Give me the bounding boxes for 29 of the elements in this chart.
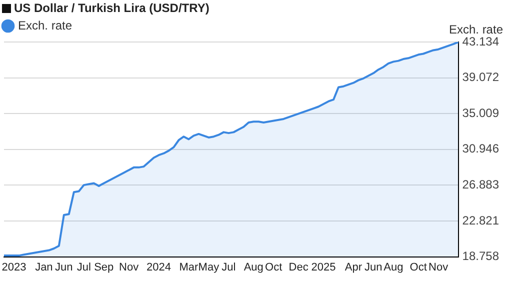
y-tick-label: 39.072 bbox=[462, 70, 500, 84]
y-tick-label: 35.009 bbox=[462, 106, 500, 120]
legend-label: Exch. rate bbox=[18, 18, 72, 32]
x-tick-label: Nov bbox=[119, 261, 140, 274]
x-tick-label: Aug bbox=[384, 261, 404, 274]
x-tick-label: 2023 bbox=[2, 261, 26, 274]
x-tick-label: Apr bbox=[344, 261, 362, 274]
x-tick-label: Nov bbox=[428, 261, 449, 274]
x-tick-label: Oct bbox=[265, 261, 282, 274]
y-tick-label: 26.883 bbox=[462, 178, 500, 192]
x-tick-label: Jul bbox=[76, 261, 91, 274]
x-tick-label: Dec bbox=[288, 261, 309, 274]
x-tick-label: Jun bbox=[364, 261, 382, 274]
x-tick-label: Aug bbox=[244, 261, 264, 274]
x-tick-label: Oct bbox=[410, 261, 427, 274]
x-tick-label: May bbox=[198, 261, 220, 274]
x-tick-label: 2024 bbox=[146, 261, 172, 274]
x-tick-label: Jun bbox=[55, 261, 73, 274]
x-tick-label: Jan bbox=[35, 261, 53, 274]
x-tick-label: 2025 bbox=[311, 261, 336, 274]
y-tick-label: 18.758 bbox=[462, 249, 500, 264]
y-axis-title: Exch. rate bbox=[448, 22, 504, 36]
y-tick-label: 22.821 bbox=[462, 213, 500, 228]
chart-title: US Dollar / Turkish Lira (USD/TRY) bbox=[14, 1, 210, 15]
y-tick-label: 30.946 bbox=[462, 142, 500, 156]
x-tick-label: Sep bbox=[94, 261, 114, 274]
x-tick-label: Mar bbox=[179, 261, 199, 274]
x-tick-label: Jul bbox=[222, 261, 236, 274]
y-tick-label: 43.134 bbox=[462, 34, 500, 48]
